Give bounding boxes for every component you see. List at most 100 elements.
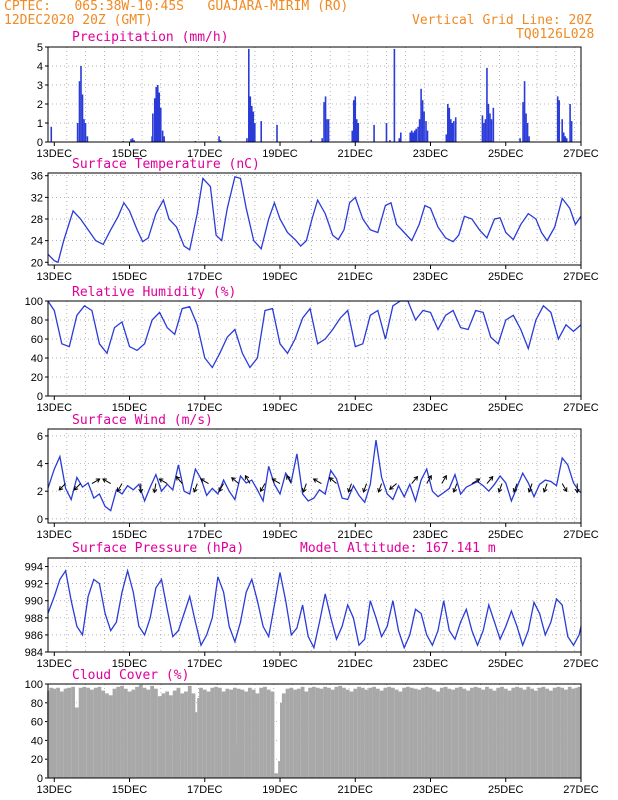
precip-ytick-label: 2 [37, 99, 43, 111]
cloud-bar [360, 687, 365, 778]
cloud-bar [545, 688, 550, 778]
wind-arrow-head [475, 478, 481, 483]
wind-arrow-shaft [426, 475, 432, 484]
cloud-bar [481, 689, 486, 778]
cloud-ytick-label: 40 [31, 735, 43, 747]
wind-arrow-shaft [528, 483, 533, 493]
cloud-bar [469, 687, 474, 778]
cloud-bar [409, 687, 414, 778]
precip-bar [418, 119, 421, 142]
cloud-bar [101, 690, 106, 778]
pres-xtick-label: 13DEC [37, 658, 73, 670]
precip-bar [484, 119, 487, 142]
cloud-bar [56, 687, 60, 778]
cloud-bar [503, 688, 508, 778]
cloud-bar [353, 688, 358, 778]
precip-title: Precipitation (mm/h) [72, 30, 229, 45]
wind-arrow-head [73, 485, 79, 491]
precip-bar [423, 111, 425, 142]
wind-arrow-shaft [159, 478, 168, 484]
cloud-title: Cloud Cover (%) [72, 668, 189, 683]
wind-arrow-shaft [193, 483, 198, 493]
cloud-bar [394, 689, 399, 778]
cloud-bar [214, 686, 218, 778]
precip-frame [47, 46, 582, 143]
wind-arrow-shaft [260, 483, 266, 492]
precip-bar [373, 124, 375, 142]
precip-xtick-label: 17DEC [187, 148, 223, 160]
cloud-bar [120, 685, 124, 778]
precip-bar [447, 104, 449, 142]
cloud-bar [108, 695, 113, 778]
wind-arrow-head [377, 487, 382, 493]
wind-arrow-head [218, 487, 223, 493]
wind-arrow-shaft [471, 478, 480, 484]
cloud-bar [541, 686, 546, 778]
wind-arrow-head [362, 487, 367, 493]
precip-bar [84, 123, 87, 142]
precip-bar [389, 140, 391, 142]
cloud-bar [560, 687, 565, 778]
cloud-xtick-label: 21DEC [338, 784, 374, 796]
cloud-bar [202, 689, 207, 778]
cloud-bar [466, 690, 471, 778]
precip-bar [399, 132, 402, 142]
precip-bar [450, 119, 452, 142]
pres-ytick-label: 984 [25, 647, 43, 659]
wind-arrow-head [442, 474, 447, 480]
wind-arrow-head [512, 487, 518, 493]
precip-bar [525, 113, 527, 142]
wind-arrow-shaft [363, 483, 368, 493]
pres-xtick-label: 19DEC [262, 658, 298, 670]
cloud-bar [199, 687, 203, 778]
precip-ytick-label: 0 [37, 137, 43, 149]
precip-bar [562, 132, 565, 142]
precip-bar [251, 105, 253, 142]
precip-bar [453, 121, 455, 142]
cloud-bar [473, 686, 478, 778]
precip-bar [451, 123, 454, 142]
cloud-bar [311, 686, 316, 778]
cloud-bar [530, 688, 534, 778]
cloud-bar [451, 689, 455, 778]
cloud-bar [296, 688, 301, 778]
wind-arrow-shaft [411, 476, 418, 484]
cloud-bar [263, 686, 267, 778]
precip-bar [421, 100, 424, 142]
cloud-bar [552, 687, 557, 778]
temp-ytick-label: 20 [31, 257, 43, 269]
wind-arrow-head [347, 487, 352, 493]
cloud-bar [308, 687, 313, 778]
cloud-bar [217, 687, 222, 778]
cloud-bar [116, 686, 121, 778]
temp-xtick-label: 25DEC [488, 271, 524, 283]
cloud-bar [567, 686, 572, 778]
precip-bar [393, 48, 396, 142]
wind-arrow-head [152, 488, 158, 494]
cloud-bar [315, 687, 320, 778]
cloud-bar [142, 687, 147, 778]
precip-bar [357, 123, 360, 142]
pres-xtick-label: 17DEC [187, 658, 223, 670]
cloud-bar [176, 687, 181, 778]
wind-arrow-shaft [200, 478, 209, 484]
precip-bar [252, 111, 255, 142]
cloud-bar [549, 690, 553, 778]
precip-bar [519, 138, 521, 142]
cloud-bar [67, 687, 72, 778]
wind-title: Surface Wind (m/s) [72, 413, 213, 428]
rh-xtick-label: 13DEC [37, 402, 73, 414]
wind-arrow-shaft [561, 483, 568, 492]
cloud-bar [112, 688, 117, 778]
precip-bar [324, 96, 327, 142]
cloud-bar [428, 687, 433, 778]
precip-bar [558, 100, 560, 142]
wind-arrow-head [452, 487, 458, 493]
cloud-bar [443, 686, 448, 778]
cloud-bar [63, 688, 68, 778]
wind-xtick-label: 23DEC [413, 529, 449, 541]
wind-xtick-label: 15DEC [112, 529, 148, 541]
cloud-bar [248, 687, 252, 778]
wind-ytick-label: 6 [37, 431, 43, 443]
pres-title: Surface Pressure (hPa) [72, 541, 244, 556]
